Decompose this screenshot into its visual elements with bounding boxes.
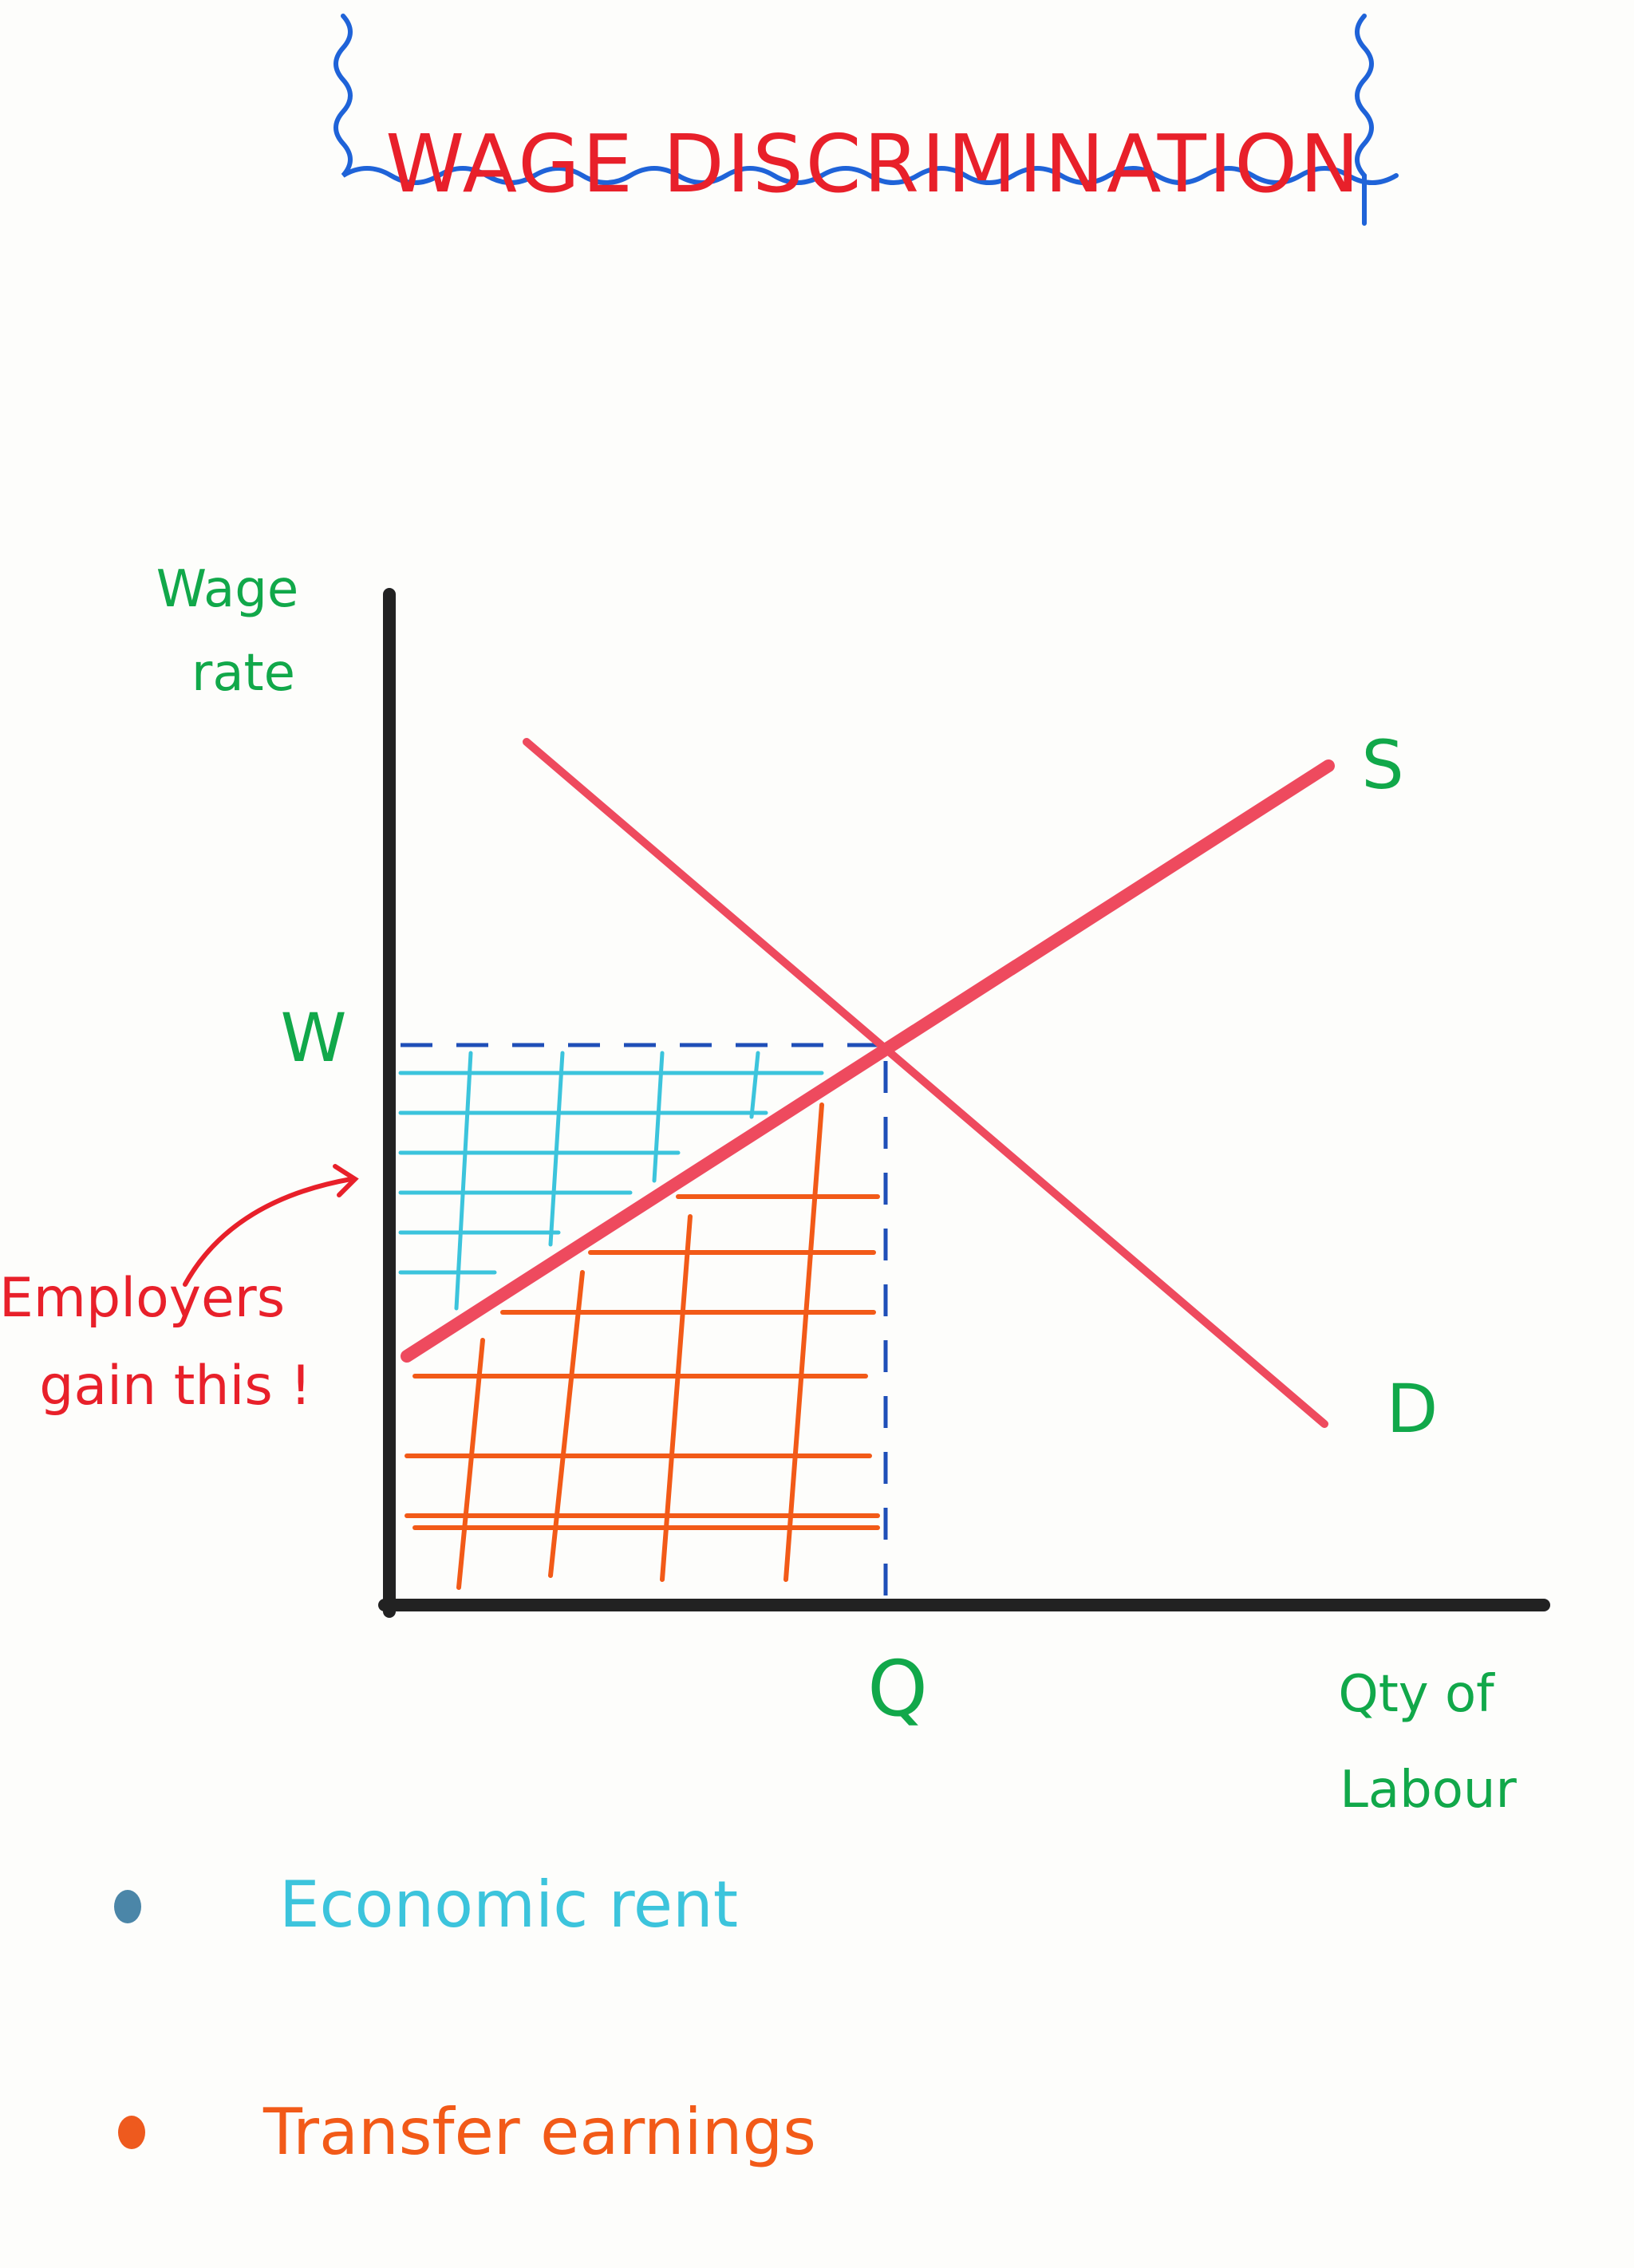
axes — [378, 588, 1550, 1618]
annotation-arrow — [183, 1164, 359, 1287]
quantity-label: Q — [867, 1644, 928, 1734]
demand-curve-label: D — [1387, 1370, 1439, 1448]
y-axis-label-line1: Wage — [156, 560, 298, 619]
page-title: WAGE DISCRIMINATION — [385, 117, 1362, 211]
supply-curve-label: S — [1361, 726, 1403, 804]
y-axis-label-line2: rate — [191, 644, 295, 703]
legend-dot-economic-rent — [114, 1890, 141, 1923]
title-frame — [334, 14, 1399, 226]
legend-item-transfer-earnings: Transfer earnings — [118, 2095, 816, 2169]
legend-item-economic-rent: Economic rent — [114, 1868, 738, 1942]
x-axis-label-line2: Labour — [1340, 1761, 1517, 1820]
legend: Economic rent Transfer earnings — [114, 1868, 816, 2169]
supply-curve — [401, 759, 1335, 1363]
x-axis-label-line1: Qty of — [1338, 1665, 1495, 1724]
equilibrium-guides — [401, 1043, 888, 1595]
annotation-line2: gain this ! — [39, 1355, 311, 1418]
transfer-earnings-area — [405, 1102, 880, 1590]
demand-curve — [523, 738, 1328, 1428]
wage-label: W — [280, 999, 346, 1077]
legend-label-transfer-earnings: Transfer earnings — [262, 2095, 816, 2169]
legend-dot-transfer-earnings — [118, 2116, 145, 2149]
economic-rent-area — [398, 1051, 824, 1311]
annotation-line1: Employers — [0, 1267, 285, 1330]
legend-label-economic-rent: Economic rent — [279, 1868, 738, 1942]
